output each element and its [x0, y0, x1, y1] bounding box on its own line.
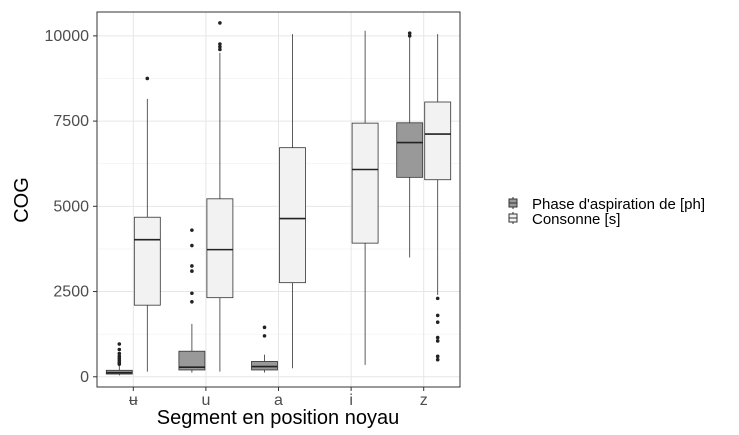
legend-key-aspiration	[508, 197, 518, 209]
boxplot-group	[396, 31, 424, 258]
outlier-point	[190, 299, 194, 304]
grid-lines	[97, 12, 460, 387]
boxplot-group	[105, 342, 133, 376]
outlier-point	[435, 296, 440, 301]
x-tick-label: z	[420, 392, 428, 409]
outlier-point	[218, 47, 222, 52]
outlier-point	[117, 342, 122, 346]
outlier-point	[435, 354, 440, 359]
outlier-point	[190, 269, 194, 273]
boxplot-group	[133, 76, 161, 372]
y-tick-label: 10000	[45, 28, 90, 45]
boxplot-group	[178, 228, 206, 373]
box-iqr	[279, 147, 306, 284]
y-tick-label: 7500	[53, 113, 89, 130]
box-iqr	[178, 350, 206, 371]
y-axis-title: COG	[11, 177, 33, 223]
x-tick-label: ʉ	[129, 392, 138, 409]
y-tick-label: 0	[80, 369, 89, 386]
outlier-point	[435, 339, 440, 343]
outlier-point	[407, 31, 412, 35]
outlier-point	[435, 320, 440, 325]
outlier-point	[262, 325, 267, 330]
x-tick-label: i	[349, 392, 353, 409]
outlier-point	[407, 34, 412, 38]
x-tick-label: a	[274, 392, 283, 409]
outlier-point	[262, 334, 267, 338]
box-iqr	[133, 216, 161, 306]
outlier-point	[435, 335, 440, 340]
boxplot-group	[251, 325, 278, 373]
outlier-point	[190, 291, 194, 296]
boxplot-group	[351, 30, 379, 365]
outlier-point	[218, 42, 222, 46]
outlier-point	[145, 76, 150, 81]
legend: Phase d'aspiration de [ph] Consonne [s]	[508, 196, 705, 228]
outlier-point	[218, 44, 222, 49]
outlier-point	[117, 354, 122, 359]
outlier-point	[117, 351, 122, 356]
boxplot-group	[424, 34, 452, 362]
y-tick-label: 2500	[53, 284, 89, 301]
box-iqr	[251, 361, 278, 371]
box-layer	[105, 21, 452, 376]
outlier-point	[190, 228, 194, 232]
axis-layer: 0 2500 5000 7500 10000 ʉ u a i z	[45, 28, 428, 409]
boxplot-group	[206, 21, 234, 372]
outlier-point	[218, 21, 222, 25]
box-iqr	[396, 122, 424, 178]
box-iqr	[206, 198, 234, 299]
outlier-point	[117, 347, 122, 352]
outlier-point	[435, 357, 440, 362]
x-tick-label: u	[201, 392, 210, 409]
box-iqr	[351, 122, 379, 244]
legend-key-consonne	[508, 212, 518, 224]
y-tick-label: 5000	[53, 198, 89, 215]
box-iqr	[424, 101, 452, 181]
legend-label-aspiration: Phase d'aspiration de [ph]	[532, 196, 705, 213]
outlier-point	[190, 264, 194, 268]
outlier-point	[435, 313, 440, 318]
legend-label-consonne: Consonne [s]	[532, 211, 620, 228]
x-axis-title: Segment en position noyau	[157, 407, 399, 429]
boxplot-group	[279, 34, 306, 369]
outlier-point	[190, 243, 194, 248]
